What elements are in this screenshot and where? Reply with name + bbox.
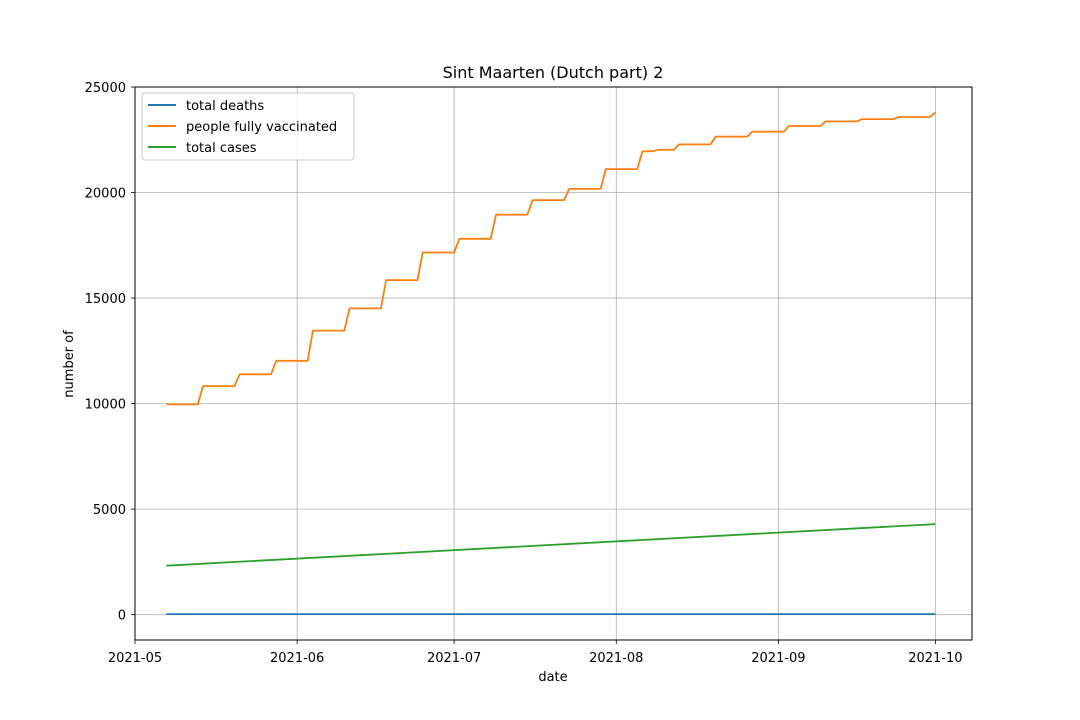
plot-frame xyxy=(134,86,973,641)
x-tick-label: 2021-09 xyxy=(751,651,805,666)
legend-label-2: total cases xyxy=(186,141,257,156)
x-tick-label: 2021-06 xyxy=(270,651,324,666)
y-tick-label: 15000 xyxy=(85,292,126,307)
series-line-2 xyxy=(166,523,936,567)
x-axis-ticks: 2021-05 2021-06 2021-07 2021-08 2021-09 2021-… xyxy=(108,640,963,666)
legend: total deaths people fully vaccinated total… xyxy=(141,92,355,161)
x-axis-label: date xyxy=(538,670,567,685)
x-tick-label: 2021-07 xyxy=(427,651,481,666)
grid-lines xyxy=(134,86,972,640)
y-tick-label: 5000 xyxy=(93,503,126,518)
series-lines xyxy=(166,111,936,615)
x-tick-label: 2021-05 xyxy=(108,651,162,666)
y-axis-ticks: 0 5000 10000 15000 20000 25000 xyxy=(85,81,135,624)
series-line-1 xyxy=(166,111,936,406)
legend-label-0: total deaths xyxy=(186,99,264,114)
y-tick-label: 20000 xyxy=(85,187,126,202)
x-tick-label: 2021-08 xyxy=(589,651,643,666)
y-tick-label: 10000 xyxy=(85,398,126,413)
chart-title: Sint Maarten (Dutch part) 2 xyxy=(443,63,664,82)
y-tick-label: 0 xyxy=(118,609,126,624)
legend-box xyxy=(141,92,355,161)
y-axis-label: number of xyxy=(62,330,77,398)
x-tick-label: 2021-10 xyxy=(908,651,962,666)
y-tick-label: 25000 xyxy=(85,81,126,96)
legend-label-1: people fully vaccinated xyxy=(186,120,337,135)
